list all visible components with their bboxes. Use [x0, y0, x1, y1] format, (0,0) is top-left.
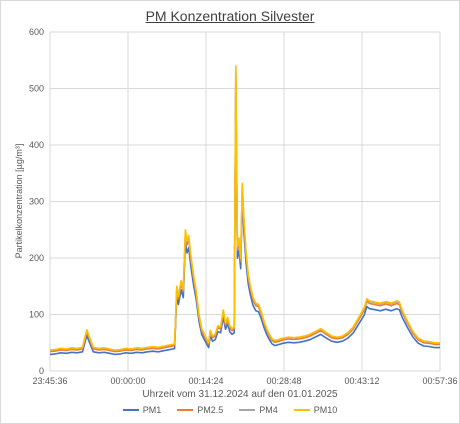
x-axis-label: Uhrzeit vom 31.12.2024 auf den 01.01.202…	[142, 389, 338, 400]
x-tick-label: 00:57:36	[422, 376, 457, 386]
y-tick-label: 400	[29, 140, 44, 150]
y-tick-label: 500	[29, 84, 44, 94]
series-line-pm4	[49, 68, 440, 352]
x-tick-label: 00:28:48	[266, 376, 301, 386]
chart-legend: PM1 PM2.5 PM4 PM10	[0, 405, 460, 415]
legend-swatch	[177, 409, 194, 411]
legend-label: PM4	[259, 405, 278, 415]
legend-item: PM1	[122, 405, 162, 415]
y-tick-label: 300	[29, 197, 44, 207]
x-tick-label: 00:14:24	[188, 376, 223, 386]
series-line-pm10	[49, 65, 440, 351]
legend-swatch	[293, 409, 310, 411]
y-tick-label: 100	[29, 310, 44, 320]
legend-swatch	[239, 409, 256, 411]
legend-label: PM10	[313, 405, 338, 415]
legend-item: PM2.5	[177, 405, 223, 415]
y-tick-label: 600	[29, 27, 44, 37]
legend-label: PM2.5	[197, 405, 224, 415]
x-tick-label: 23:45:36	[32, 376, 67, 386]
legend-item: PM10	[293, 405, 338, 415]
legend-label: PM1	[142, 405, 162, 415]
legend-item: PM4	[239, 405, 278, 415]
chart-title: PM Konzentration Silvester	[145, 8, 315, 24]
x-tick-label: 00:43:12	[344, 376, 379, 386]
y-tick-label: 0	[39, 366, 44, 376]
y-tick-label: 200	[29, 253, 44, 263]
x-tick-label: 00:00:00	[110, 376, 145, 386]
legend-swatch	[122, 409, 139, 411]
